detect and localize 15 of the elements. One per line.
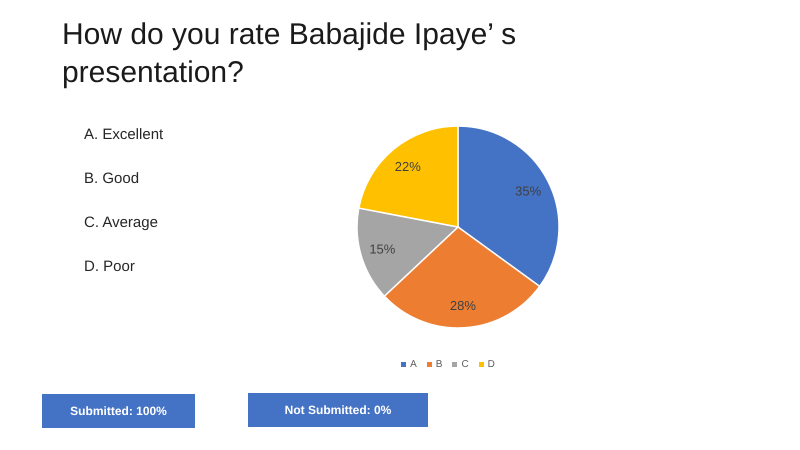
text: B. Good (84, 170, 140, 187)
legend-label: C (461, 359, 469, 370)
data-label: 28% (450, 298, 476, 314)
data-label: 35% (515, 184, 542, 199)
legend-label: A (410, 359, 417, 370)
text: Not Submitted: 0% (248, 393, 428, 427)
text: A. Excellent (84, 126, 164, 143)
legend-label: D (488, 359, 495, 370)
data-label: 15% (369, 241, 396, 256)
text: C. Average (84, 214, 158, 231)
legend-label: B (436, 359, 442, 370)
data-label: 22% (394, 158, 422, 174)
chart-title: How do you rate Babajide Ipaye’ s presentation? (62, 17, 518, 91)
text: Submitted: 100% (42, 394, 195, 428)
text: D. Poor (84, 258, 135, 275)
